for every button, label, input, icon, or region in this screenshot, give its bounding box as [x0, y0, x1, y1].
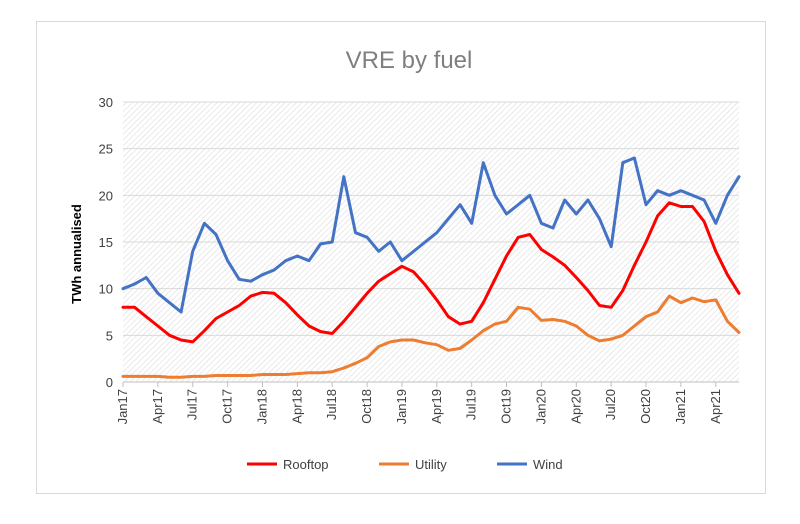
x-tick-label: Jan17 [115, 389, 130, 424]
series-line-wind [121, 156, 741, 314]
x-tick-label: Jan19 [394, 389, 409, 424]
chart-svg: VRE by fuel TWh annualised 0 5 10 15 20 25 30 J… [69, 47, 741, 472]
x-tick-label: Oct20 [638, 389, 653, 424]
x-tick-label: Jan20 [533, 389, 548, 424]
x-tick-label: Oct18 [359, 389, 374, 424]
x-tick-label: Jul18 [324, 389, 339, 420]
legend-label-wind: Wind [533, 457, 563, 472]
chart-title: VRE by fuel [346, 47, 473, 74]
y-tick-label: 0 [106, 375, 113, 390]
x-tick-label: Apr17 [150, 389, 165, 424]
y-tick-label: 20 [99, 188, 113, 203]
x-tick-label: Apr18 [289, 389, 304, 424]
legend-label-rooftop: Rooftop [283, 457, 329, 472]
y-tick-label: 30 [99, 95, 113, 110]
x-tick-label: Jul19 [464, 389, 479, 420]
x-tick-label: Jan18 [254, 389, 269, 424]
chart-frame: VRE by fuel TWh annualised 0 5 10 15 20 25 30 J… [36, 21, 766, 494]
legend-label-utility: Utility [415, 457, 447, 472]
y-tick-label: 15 [99, 235, 113, 250]
x-tick-label: Apr21 [708, 389, 723, 424]
y-axis-label: TWh annualised [69, 204, 84, 304]
x-tick-label: Oct17 [220, 389, 235, 424]
x-tick-label: Jul17 [185, 389, 200, 420]
y-tick-label: 25 [99, 142, 113, 157]
series-line-rooftop [121, 201, 741, 344]
plot-area: 0 5 10 15 20 25 30 Jan17 Apr17 Jul17 Oct17 Jan18 Apr… [99, 95, 741, 424]
x-tick-label: Jan21 [673, 389, 688, 424]
x-tick-label: Jul20 [603, 389, 618, 420]
legend: Rooftop Utility Wind [247, 457, 563, 472]
x-tick-label: Oct19 [499, 389, 514, 424]
series-line-utility [121, 294, 741, 379]
x-tick-label: Apr20 [568, 389, 583, 424]
y-tick-label: 10 [99, 282, 113, 297]
y-tick-label: 5 [106, 328, 113, 343]
x-tick-label: Apr19 [429, 389, 444, 424]
